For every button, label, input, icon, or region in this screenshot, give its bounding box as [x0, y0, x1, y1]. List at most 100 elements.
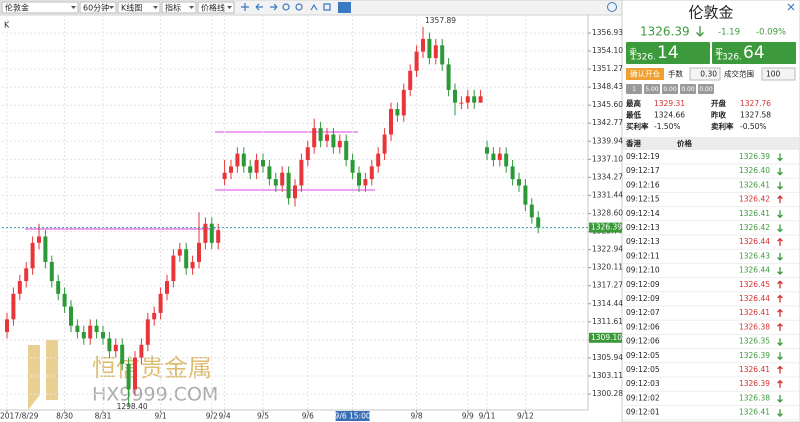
candle-body [203, 223, 208, 243]
toolbar-select-label: 指标 [165, 3, 181, 13]
quick-label: 0.00 [663, 86, 677, 93]
close-icon[interactable] [787, 3, 795, 11]
sell-button[interactable] [626, 42, 710, 64]
high-annotation: 1357.89 [425, 16, 456, 25]
ticks-header-cell: 香港 [625, 138, 641, 148]
x-tick-label: 9/6 15:00 [335, 412, 371, 421]
lots-input[interactable] [689, 67, 721, 81]
direction-arrow [777, 352, 783, 361]
x-tick-label: 8/31 [95, 412, 112, 421]
tick-time: 09:12:13 [626, 223, 660, 232]
candle-body [273, 179, 278, 186]
forward-icon[interactable] [270, 3, 278, 11]
quick-label: 0.00 [681, 86, 695, 93]
tick-price: 1326.35 [739, 337, 770, 346]
confirm-button[interactable] [626, 68, 664, 80]
toolbar-select[interactable] [197, 1, 235, 14]
y-tick-label: 1320.11 [592, 263, 623, 272]
tick-time: 09:12:06 [626, 337, 660, 346]
tick-time: 09:12:01 [626, 408, 660, 417]
candle-body [43, 236, 48, 262]
stat-label: 卖利率 [711, 121, 734, 131]
candle-body [235, 153, 240, 167]
buy-price-head: 1326. [716, 53, 742, 63]
candle-body [312, 128, 317, 148]
candle-body [299, 160, 304, 186]
tick-time: 09:12:06 [626, 322, 660, 331]
sell-price-tail: 14 [657, 43, 679, 63]
candle-body [325, 134, 329, 141]
candle-body [523, 185, 528, 205]
lots-label: 手数 [668, 69, 683, 79]
share-icon[interactable] [338, 2, 351, 13]
tick-time: 09:12:17 [626, 166, 660, 175]
draw-icon[interactable] [310, 3, 318, 11]
tick-price: 1326.41 [739, 308, 770, 317]
candle-body [216, 230, 221, 243]
tick-time: 09:12:14 [626, 209, 660, 218]
candle-body [11, 293, 16, 320]
settings-icon[interactable] [607, 2, 617, 12]
toolbar-select-label: K线图 [121, 3, 142, 13]
dropdown-caret [71, 6, 76, 9]
x-tick-label: 9/8 [411, 412, 423, 421]
x-tick-label: 9/9 [462, 412, 474, 421]
tick-price: 1326.40 [739, 166, 770, 175]
tick-price: 1326.44 [739, 237, 770, 246]
toolbar-select[interactable] [1, 1, 79, 14]
direction-arrow [777, 237, 783, 246]
toolbar-select[interactable] [161, 1, 197, 14]
toolbar-select[interactable] [117, 1, 161, 14]
candle-body [56, 281, 61, 294]
quick-button[interactable] [662, 84, 678, 94]
y-tick-label: 1337.10 [592, 154, 623, 163]
candle-body [222, 172, 227, 180]
crosshair-icon[interactable] [241, 3, 249, 11]
direction-arrow [777, 195, 783, 204]
candle-body [389, 109, 393, 135]
quick-button[interactable] [644, 84, 660, 94]
candle-body [152, 312, 157, 320]
candle-body [94, 325, 99, 333]
quick-button[interactable] [626, 84, 642, 94]
zoom-out-icon[interactable] [295, 3, 303, 11]
candle-body [318, 128, 323, 141]
candle-body [261, 160, 265, 167]
candle-body [37, 236, 41, 243]
candle-body [433, 45, 438, 59]
tick-price: 1326.38 [739, 393, 770, 402]
quick-button[interactable] [680, 84, 696, 94]
save-icon[interactable] [323, 3, 331, 11]
quick-button[interactable] [698, 84, 714, 94]
tick-price: 1326.41 [739, 365, 770, 374]
candle-body [446, 64, 451, 90]
tick-price: 1326.39 [739, 152, 770, 161]
toolbar-select-label: 伦敦金 [5, 3, 29, 13]
stat-value: -1.50% [654, 122, 681, 131]
candle-body [293, 185, 297, 199]
quote-price: 1326.39 [640, 25, 690, 39]
y-tick-label: 1322.94 [592, 245, 623, 254]
candle-body [24, 268, 29, 282]
buy-button[interactable] [712, 42, 796, 64]
stat-value: 1329.31 [654, 99, 685, 108]
toolbar-icons [241, 3, 331, 11]
range-input[interactable] [761, 67, 796, 81]
candle-body [504, 153, 509, 167]
candle-body [241, 153, 246, 167]
candle-body [440, 45, 445, 65]
back-icon[interactable] [255, 3, 263, 11]
range-label: 成交范围 [724, 69, 754, 79]
zoom-in-icon[interactable] [282, 3, 290, 11]
candle-body [248, 166, 253, 173]
toolbar-select[interactable] [79, 1, 117, 14]
price-tag-label: 1309.10 [591, 333, 622, 342]
direction-arrow [777, 153, 783, 162]
sell-price-head: 1326. [630, 53, 656, 63]
quote-change-pct: -0.09% [756, 28, 786, 38]
x-tick-label: 9/6 [302, 412, 314, 421]
direction-arrow [696, 26, 704, 37]
tick-price: 1326.39 [739, 379, 770, 388]
stat-value: -0.50% [740, 122, 767, 131]
